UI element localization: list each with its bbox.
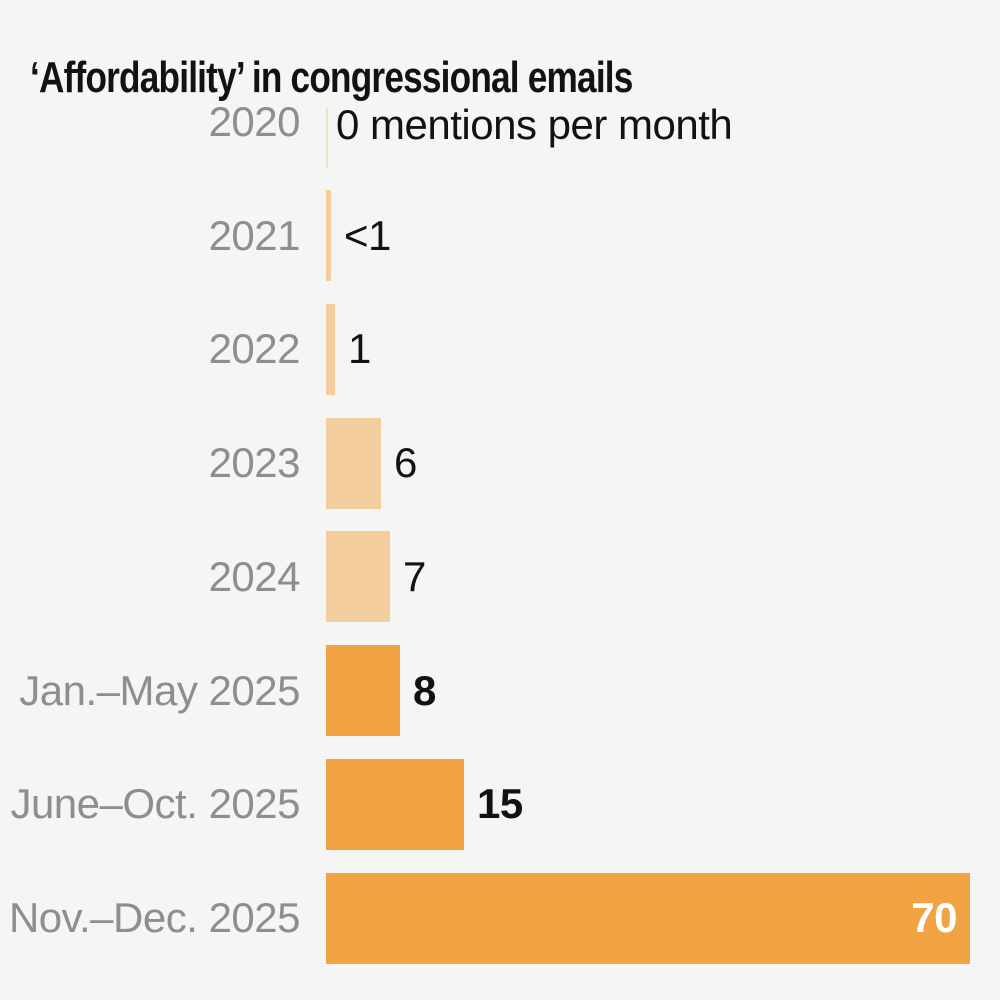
- value-label: 70: [911, 894, 957, 942]
- bar: 70: [326, 872, 970, 964]
- bar-zone: 6: [326, 406, 417, 520]
- bar-row: 2021 <1: [0, 179, 1000, 293]
- bar: [326, 758, 464, 850]
- zero-baseline-tick: [326, 107, 328, 168]
- bar-zone: 1: [326, 293, 371, 407]
- category-label: 2021: [208, 211, 301, 259]
- category-label: 2022: [208, 325, 301, 373]
- bar-row: June–Oct. 2025 15: [0, 748, 1000, 862]
- value-label: <1: [344, 211, 391, 259]
- bar-row: 2024 7: [0, 520, 1000, 634]
- category-label: 2023: [208, 439, 301, 487]
- bar-row: Nov.–Dec. 2025 70: [0, 861, 1000, 975]
- bar-zone: 7: [326, 520, 426, 634]
- category-label: Jan.–May 2025: [19, 666, 300, 714]
- category-label: 2020: [208, 97, 301, 145]
- bar-row: 2022 1: [0, 293, 1000, 407]
- bar-chart: 2020 0 mentions per month 2021 <1 2022 1 2023 6…: [0, 65, 1000, 975]
- value-label: 6: [394, 439, 417, 487]
- bar-zone: 0 mentions per month: [326, 65, 733, 179]
- category-label: June–Oct. 2025: [10, 780, 300, 828]
- value-label: 8: [413, 666, 436, 714]
- bar-zone: <1: [326, 179, 391, 293]
- bar: [326, 190, 331, 282]
- value-label: 0 mentions per month: [336, 100, 733, 148]
- bar: [326, 645, 400, 737]
- value-label: 15: [477, 780, 523, 828]
- category-label: 2024: [208, 552, 301, 600]
- bar: [326, 417, 381, 509]
- bar-zone: 8: [326, 634, 436, 748]
- value-label: 1: [348, 325, 371, 373]
- bar-zone: 70: [326, 861, 970, 975]
- bar-row: 2023 6: [0, 406, 1000, 520]
- value-label: 7: [403, 552, 426, 600]
- bar-row: Jan.–May 2025 8: [0, 634, 1000, 748]
- category-label: Nov.–Dec. 2025: [8, 894, 301, 942]
- bar: [326, 531, 390, 623]
- chart-title: ‘Affordability’ in congressional emails: [30, 53, 633, 103]
- bar-row: 2020 0 mentions per month: [0, 65, 1000, 179]
- bar-zone: 15: [326, 748, 523, 862]
- bar: [326, 303, 335, 395]
